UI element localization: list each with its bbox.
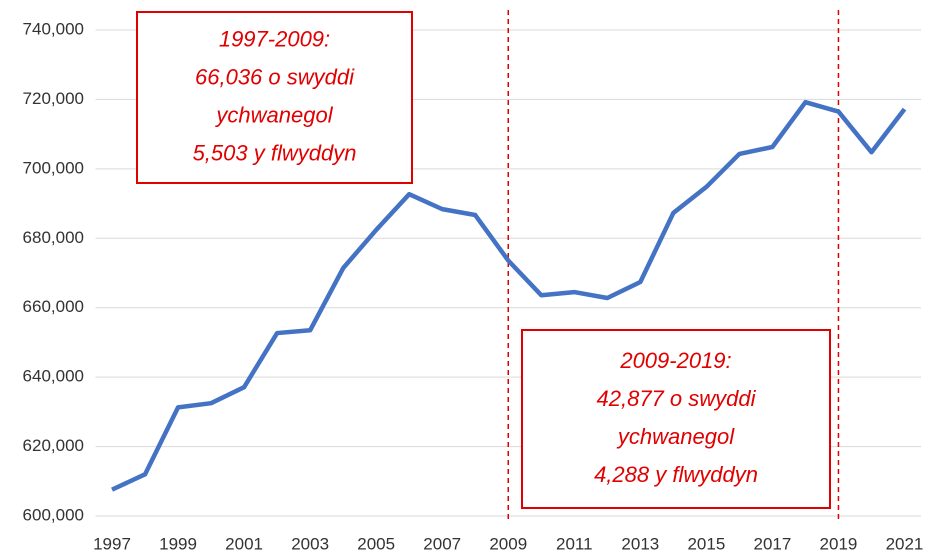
x-tick-label: 2009 xyxy=(489,534,527,553)
y-tick-label: 620,000 xyxy=(23,436,84,455)
annotation-text: 4,288 y flwyddyn xyxy=(594,462,758,487)
annotation-text: 66,036 o swyddi xyxy=(195,64,355,89)
x-tick-label: 2001 xyxy=(225,534,263,553)
annotation-box xyxy=(521,329,831,509)
y-tick-label: 700,000 xyxy=(23,158,84,177)
x-tick-label: 2013 xyxy=(621,534,659,553)
y-tick-label: 600,000 xyxy=(23,505,84,524)
x-tick-label: 1997 xyxy=(93,534,131,553)
x-tick-label: 2021 xyxy=(886,534,924,553)
x-tick-label: 1999 xyxy=(159,534,197,553)
annotation-text: 2009-2019: xyxy=(619,348,731,373)
x-tick-label: 2007 xyxy=(423,534,461,553)
y-tick-label: 680,000 xyxy=(23,228,84,247)
y-tick-label: 640,000 xyxy=(23,367,84,386)
x-tick-label: 2019 xyxy=(820,534,858,553)
x-tick-label: 2005 xyxy=(357,534,395,553)
y-tick-label: 740,000 xyxy=(23,19,84,38)
annotation-box xyxy=(136,11,413,184)
annotation-text: ychwanegol xyxy=(616,424,735,449)
x-tick-label: 2017 xyxy=(753,534,791,553)
annotation-text: 5,503 y flwyddyn xyxy=(193,140,357,165)
x-tick-label: 2003 xyxy=(291,534,329,553)
x-tick-label: 2011 xyxy=(556,534,593,553)
y-tick-label: 660,000 xyxy=(23,297,84,316)
annotation-text: 42,877 o swyddi xyxy=(597,386,757,411)
data-line xyxy=(111,99,907,492)
annotation-text: 1997-2009: xyxy=(219,26,330,51)
x-tick-label: 2015 xyxy=(687,534,725,553)
annotation-text: ychwanegol xyxy=(214,102,333,127)
y-tick-label: 720,000 xyxy=(23,89,84,108)
